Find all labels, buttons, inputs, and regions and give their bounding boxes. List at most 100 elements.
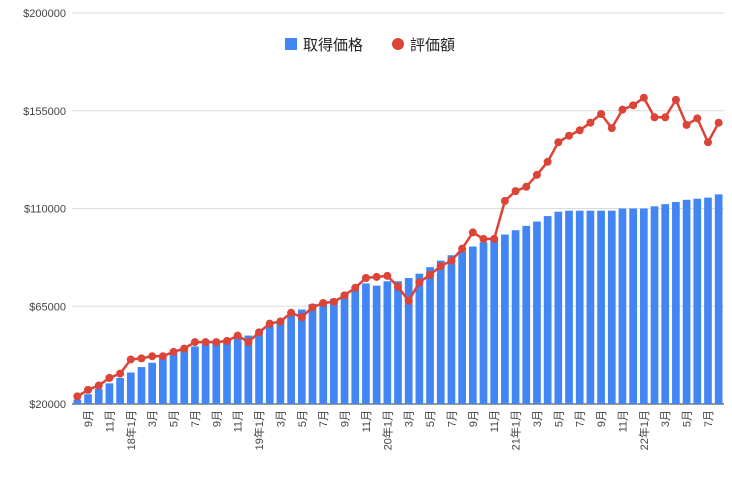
legend-swatch-bar <box>285 38 297 50</box>
valuation-point <box>565 131 574 140</box>
bar <box>84 394 92 404</box>
valuation-point <box>73 392 82 401</box>
valuation-point <box>532 170 541 179</box>
bar <box>265 325 274 404</box>
valuation-point <box>597 110 606 119</box>
bar <box>137 367 146 404</box>
valuation-point <box>479 234 488 243</box>
bar <box>330 298 338 404</box>
bar <box>682 199 691 404</box>
x-tick-label: 5月 <box>425 410 437 427</box>
x-tick-label: 18年1月 <box>124 410 138 450</box>
legend-label-line: 評価額 <box>410 37 455 54</box>
bar <box>458 250 466 404</box>
x-axis-ticks: 9月 11月 18年1月 3月 5月 7月 9月 11月 19年1月 3月 5月 7月 9月 11月 20年… <box>83 410 715 450</box>
bar <box>201 344 210 404</box>
legend: 取得価格 評価額 <box>285 37 455 54</box>
x-tick-label: 7月 <box>446 410 458 427</box>
bar <box>533 221 541 404</box>
bar <box>244 335 253 404</box>
x-tick-label: 7月 <box>318 410 330 427</box>
valuation-point <box>297 313 306 322</box>
bar <box>308 304 317 404</box>
x-tick-label: 7月 <box>575 410 587 427</box>
y-tick-label: $200000 <box>23 8 66 20</box>
bar <box>276 320 285 404</box>
bar <box>565 210 573 404</box>
bar <box>522 225 531 404</box>
bar <box>693 198 702 404</box>
valuation-point <box>629 101 638 110</box>
y-tick-label: $110000 <box>24 204 66 216</box>
x-tick-label: 9月 <box>340 410 352 427</box>
bar <box>362 283 370 404</box>
bar <box>340 293 349 404</box>
x-tick-label: 21年1月 <box>509 410 523 450</box>
valuation-point <box>372 272 381 281</box>
valuation-point <box>287 308 296 317</box>
valuation-point <box>137 354 146 363</box>
bar <box>639 208 648 404</box>
x-tick-label: 3月 <box>532 410 544 427</box>
legend-swatch-line <box>392 38 404 50</box>
valuation-point <box>84 385 93 394</box>
x-tick-label: 11月 <box>104 410 116 432</box>
valuation-point <box>522 182 531 191</box>
x-tick-label: 11月 <box>617 410 629 432</box>
legend-label-bar: 取得価格 <box>303 37 363 54</box>
bar <box>212 342 221 404</box>
valuation-point <box>394 282 402 291</box>
valuation-point <box>575 126 584 135</box>
valuation-point <box>682 120 691 129</box>
bar <box>116 377 124 404</box>
x-tick-label: 9月 <box>468 410 480 427</box>
line-series-valuation <box>73 93 723 401</box>
x-tick-label: 11月 <box>489 410 501 432</box>
valuation-point <box>201 338 210 347</box>
valuation-point <box>148 352 157 361</box>
bar <box>618 208 627 404</box>
bar <box>94 388 103 404</box>
x-tick-label: 5月 <box>682 410 694 427</box>
y-tick-label: $155000 <box>23 106 66 118</box>
valuation-point <box>436 262 445 271</box>
x-tick-label: 9月 <box>596 410 608 427</box>
bar <box>394 281 402 404</box>
bar <box>148 362 157 404</box>
valuation-point <box>126 355 135 364</box>
bar <box>511 230 520 404</box>
valuation-point <box>703 138 712 147</box>
x-tick-label: 5月 <box>169 410 181 427</box>
bar <box>383 281 392 404</box>
bar <box>436 260 445 404</box>
x-tick-label: 11月 <box>233 410 245 432</box>
bar <box>105 383 114 404</box>
valuation-point <box>693 114 702 123</box>
bar <box>554 211 563 404</box>
bar <box>287 314 295 404</box>
valuation-point <box>351 283 360 292</box>
valuation-point <box>255 328 264 337</box>
x-tick-label: 22年1月 <box>637 410 651 450</box>
valuation-point <box>319 298 328 307</box>
bar <box>159 358 167 404</box>
bar <box>191 346 199 404</box>
bar <box>490 238 499 404</box>
valuation-point <box>233 331 242 340</box>
x-tick-label: 11月 <box>361 410 373 432</box>
x-tick-label: 3月 <box>660 410 672 427</box>
bar <box>180 349 189 404</box>
valuation-point <box>714 118 723 127</box>
valuation-point <box>650 113 659 122</box>
bar <box>714 194 723 404</box>
valuation-point <box>490 234 499 243</box>
valuation-point <box>661 113 670 122</box>
bar <box>607 210 616 404</box>
bar <box>426 267 434 404</box>
bar <box>126 372 135 404</box>
bar <box>543 216 552 404</box>
valuation-point <box>458 244 467 253</box>
valuation-point <box>169 347 178 356</box>
